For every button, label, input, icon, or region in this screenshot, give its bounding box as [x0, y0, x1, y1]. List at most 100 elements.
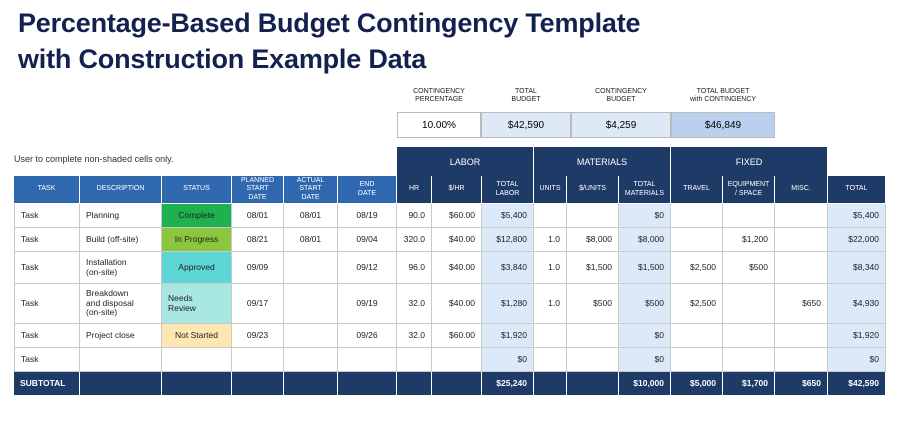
cell: $0 [828, 348, 886, 372]
cell [775, 228, 828, 252]
subtotal-cell [232, 372, 284, 396]
cell [534, 324, 567, 348]
cell: $5,400 [828, 204, 886, 228]
cell [671, 324, 723, 348]
cell [162, 348, 232, 372]
cell: 32.0 [397, 284, 432, 324]
group-header: MATERIALS [534, 147, 671, 176]
column-header: PLANNED START DATE [232, 176, 284, 204]
cell: $1,500 [619, 252, 671, 284]
cell: In Progress [162, 228, 232, 252]
cell: Not Started [162, 324, 232, 348]
cell [723, 204, 775, 228]
cell: Task [14, 204, 80, 228]
cell [432, 348, 482, 372]
cell [775, 324, 828, 348]
subtotal-cell [397, 372, 432, 396]
column-header: ACTUAL START DATE [284, 176, 338, 204]
cell: Task [14, 324, 80, 348]
cell [338, 348, 397, 372]
cell: 1.0 [534, 284, 567, 324]
cell: 1.0 [534, 252, 567, 284]
subtotal-cell [338, 372, 397, 396]
cell [567, 324, 619, 348]
cell: Build (off-site) [80, 228, 162, 252]
cell: Task [14, 252, 80, 284]
cell: $40.00 [432, 252, 482, 284]
summary-value: 10.00% [397, 112, 481, 138]
cell: $1,200 [723, 228, 775, 252]
cell: 08/01 [232, 204, 284, 228]
subtotal-cell [80, 372, 162, 396]
subtotal-cell: $42,590 [828, 372, 886, 396]
cell [775, 204, 828, 228]
cell: $0 [482, 348, 534, 372]
subtotal-cell [567, 372, 619, 396]
column-header: STATUS [162, 176, 232, 204]
cell: 08/21 [232, 228, 284, 252]
cell: $500 [567, 284, 619, 324]
cell: $8,340 [828, 252, 886, 284]
cell [284, 324, 338, 348]
cell: Project close [80, 324, 162, 348]
cell [775, 348, 828, 372]
title: Percentage-Based Budget Contingency Temp… [18, 8, 641, 38]
column-header: DESCRIPTION [80, 176, 162, 204]
cell [671, 348, 723, 372]
cell: $40.00 [432, 284, 482, 324]
cell: Task [14, 348, 80, 372]
subtotal-cell: $650 [775, 372, 828, 396]
cell [284, 348, 338, 372]
column-header: TOTAL MATERIALS [619, 176, 671, 204]
summary-value: $42,590 [481, 112, 571, 138]
cell [80, 348, 162, 372]
cell: $12,800 [482, 228, 534, 252]
subtotal-cell: $5,000 [671, 372, 723, 396]
summary-value: $46,849 [671, 112, 775, 138]
cell: 08/19 [338, 204, 397, 228]
cell: Planning [80, 204, 162, 228]
cell [671, 228, 723, 252]
cell: 09/19 [338, 284, 397, 324]
column-header: UNITS [534, 176, 567, 204]
cell: $60.00 [432, 204, 482, 228]
subtotal-cell [534, 372, 567, 396]
cell [534, 204, 567, 228]
cell: $8,000 [567, 228, 619, 252]
cell: Task [14, 228, 80, 252]
cell: $3,840 [482, 252, 534, 284]
subtotal-cell [432, 372, 482, 396]
cell: $1,920 [828, 324, 886, 348]
column-header: EQUIPMENT / SPACE [723, 176, 775, 204]
cell: 08/01 [284, 204, 338, 228]
title: with Construction Example Data [18, 44, 427, 74]
cell: $1,920 [482, 324, 534, 348]
cell: $5,400 [482, 204, 534, 228]
cell: $8,000 [619, 228, 671, 252]
column-header: TOTAL [828, 176, 886, 204]
column-header: TRAVEL [671, 176, 723, 204]
group-header: LABOR [397, 147, 534, 176]
column-header: MISC. [775, 176, 828, 204]
column-header: HR [397, 176, 432, 204]
cell: $0 [619, 324, 671, 348]
cell: $2,500 [671, 284, 723, 324]
cell: 09/12 [338, 252, 397, 284]
cell: 09/23 [232, 324, 284, 348]
cell: $1,500 [567, 252, 619, 284]
column-header: TASK [14, 176, 80, 204]
cell: $650 [775, 284, 828, 324]
cell: $0 [619, 348, 671, 372]
summary-label: CONTINGENCY PERCENTAGE [413, 88, 465, 104]
cell: 32.0 [397, 324, 432, 348]
cell: 1.0 [534, 228, 567, 252]
cell: 90.0 [397, 204, 432, 228]
cell: 96.0 [397, 252, 432, 284]
column-header: END DATE [338, 176, 397, 204]
cell [397, 348, 432, 372]
cell: 09/17 [232, 284, 284, 324]
subtotal-cell: $25,240 [482, 372, 534, 396]
subtotal-cell [284, 372, 338, 396]
cell: $60.00 [432, 324, 482, 348]
subtotal-cell: $1,700 [723, 372, 775, 396]
